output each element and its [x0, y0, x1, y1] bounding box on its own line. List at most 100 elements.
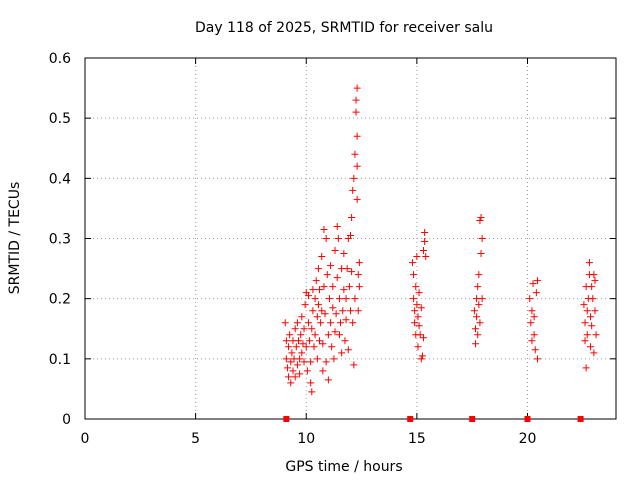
data-point [335, 331, 343, 339]
data-point [411, 307, 419, 315]
data-point [318, 307, 326, 315]
data-point [310, 343, 318, 351]
data-point [348, 213, 356, 221]
data-point [286, 331, 294, 339]
data-point [476, 216, 484, 224]
tick-labels: 0 0.1 0.2 0.3 0.4 0.5 0.6 0 5 10 15 20 [49, 51, 537, 447]
data-point [532, 289, 540, 297]
data-point [590, 271, 598, 279]
data-point [410, 271, 418, 279]
zero-marker [524, 416, 531, 422]
data-point [298, 349, 306, 357]
data-point [588, 283, 596, 291]
data-point [475, 301, 483, 309]
data-point [313, 313, 321, 321]
data-point [300, 358, 308, 366]
data-point [309, 286, 317, 294]
data-point [289, 367, 297, 375]
data-point [347, 231, 354, 239]
data-point [285, 343, 293, 351]
data-point [347, 307, 354, 315]
data-point [320, 283, 328, 291]
data-point [591, 307, 599, 315]
data-point [291, 325, 299, 333]
data-point [348, 268, 356, 276]
data-point [322, 235, 330, 242]
data-point [287, 379, 295, 387]
data-point [302, 343, 310, 351]
data-point [299, 340, 307, 348]
data-point [470, 307, 478, 315]
data-point [314, 301, 322, 309]
data-point [472, 325, 480, 333]
data-point [334, 235, 342, 242]
data-point [587, 313, 595, 321]
data-point [583, 331, 591, 339]
data-point [339, 307, 347, 315]
data-point [414, 343, 422, 351]
data-point [327, 319, 335, 327]
data-point [331, 328, 339, 336]
axis-ticks [84, 57, 616, 420]
data-point [313, 355, 321, 363]
data-point [323, 271, 331, 279]
data-point [333, 274, 341, 282]
data-point [317, 319, 325, 327]
data-point [324, 331, 332, 339]
data-point [420, 334, 428, 342]
data-point [285, 373, 293, 381]
data-point [411, 319, 419, 327]
y-tick-label: 0.3 [49, 232, 71, 248]
data-point [531, 346, 539, 354]
data-point [349, 186, 357, 194]
data-point [477, 213, 485, 221]
data-point [297, 331, 305, 339]
data-point [585, 259, 593, 267]
data-point [414, 313, 422, 321]
data-point [474, 283, 482, 291]
data-point [529, 280, 537, 288]
data-point [413, 253, 421, 261]
data-point [475, 271, 483, 279]
data-point [333, 222, 341, 230]
data-point [345, 283, 353, 291]
data-point [318, 253, 326, 261]
y-tick-label: 0 [62, 412, 71, 428]
x-tick-label: 10 [297, 431, 315, 447]
data-point [526, 295, 534, 303]
data-point [415, 289, 423, 297]
data-point [350, 361, 358, 369]
data-point [314, 265, 322, 273]
data-point [311, 295, 319, 303]
data-point [533, 277, 541, 285]
data-point [415, 322, 423, 330]
data-point [353, 84, 361, 92]
data-point [319, 367, 327, 375]
data-point [304, 292, 312, 300]
grid-lines [85, 58, 616, 419]
data-point [421, 228, 429, 236]
data-point [592, 331, 600, 339]
data-point [311, 331, 319, 339]
data-point [472, 340, 480, 348]
data-point [330, 355, 338, 363]
y-tick-label: 0.2 [49, 292, 71, 308]
zero-marker [283, 416, 290, 422]
data-point [291, 373, 299, 381]
data-point [408, 259, 416, 267]
x-tick-label: 0 [81, 431, 90, 447]
data-point [282, 337, 290, 345]
data-point [293, 361, 301, 369]
data-point [354, 271, 362, 279]
data-point [342, 295, 350, 303]
data-point [530, 331, 538, 339]
data-point [320, 225, 328, 233]
data-point [307, 379, 315, 387]
data-point [295, 337, 303, 345]
data-point [590, 349, 598, 357]
data-point [581, 319, 589, 327]
data-point [338, 349, 346, 357]
data-point [416, 331, 424, 339]
data-point [308, 388, 316, 396]
